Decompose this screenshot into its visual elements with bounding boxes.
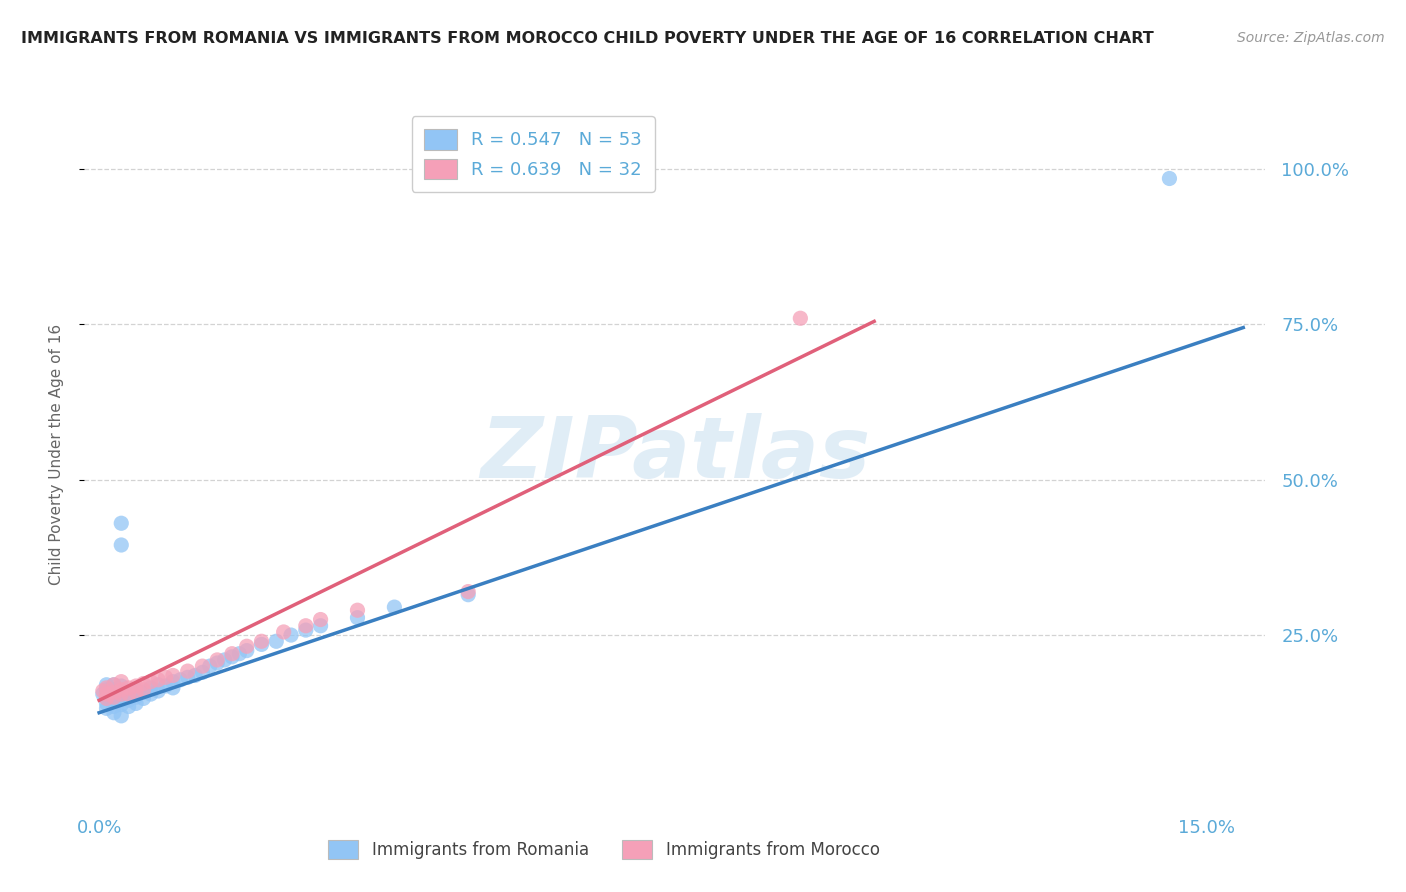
Point xyxy=(110,698,132,712)
Point xyxy=(118,681,141,695)
Point xyxy=(125,682,148,697)
Point xyxy=(110,682,132,697)
Point xyxy=(207,656,229,670)
Point xyxy=(118,699,141,714)
Point xyxy=(228,647,250,661)
Text: Source: ZipAtlas.com: Source: ZipAtlas.com xyxy=(1237,31,1385,45)
Point xyxy=(457,584,479,599)
Point xyxy=(250,637,273,651)
Point xyxy=(103,691,125,706)
Point xyxy=(280,628,302,642)
Point xyxy=(103,678,125,692)
Point xyxy=(125,690,148,705)
Point xyxy=(346,603,368,617)
Point xyxy=(236,643,259,657)
Point xyxy=(162,681,184,695)
Point xyxy=(309,619,332,633)
Point xyxy=(110,708,132,723)
Point xyxy=(103,682,125,697)
Point xyxy=(382,600,406,615)
Point xyxy=(96,682,118,697)
Point xyxy=(148,678,170,692)
Point xyxy=(110,685,132,699)
Point xyxy=(184,668,207,682)
Point xyxy=(139,687,162,701)
Point xyxy=(162,674,184,689)
Point xyxy=(132,676,155,690)
Point xyxy=(148,684,170,698)
Point xyxy=(198,659,221,673)
Point xyxy=(118,693,141,707)
Point xyxy=(221,649,243,664)
Point xyxy=(103,690,125,705)
Point xyxy=(91,687,114,701)
Point xyxy=(110,674,132,689)
Text: IMMIGRANTS FROM ROMANIA VS IMMIGRANTS FROM MOROCCO CHILD POVERTY UNDER THE AGE O: IMMIGRANTS FROM ROMANIA VS IMMIGRANTS FR… xyxy=(21,31,1154,46)
Point xyxy=(125,685,148,699)
Point xyxy=(250,634,273,648)
Point xyxy=(139,681,162,695)
Point xyxy=(110,679,132,693)
Point xyxy=(110,693,132,707)
Point xyxy=(207,653,229,667)
Point xyxy=(103,706,125,720)
Point xyxy=(132,682,155,697)
Legend: Immigrants from Romania, Immigrants from Morocco: Immigrants from Romania, Immigrants from… xyxy=(316,829,891,871)
Point xyxy=(96,687,118,701)
Point xyxy=(132,685,155,699)
Point xyxy=(1159,171,1181,186)
Point xyxy=(103,685,125,699)
Point xyxy=(236,639,259,653)
Point xyxy=(125,697,148,711)
Point xyxy=(295,619,318,633)
Point xyxy=(103,678,125,692)
Point xyxy=(309,613,332,627)
Point xyxy=(132,691,155,706)
Point xyxy=(155,670,177,684)
Point xyxy=(789,311,811,326)
Point xyxy=(221,647,243,661)
Point xyxy=(346,610,368,624)
Point xyxy=(191,665,214,680)
Point xyxy=(148,673,170,687)
Point xyxy=(125,679,148,693)
Point xyxy=(118,687,141,701)
Point xyxy=(96,691,118,706)
Point xyxy=(457,588,479,602)
Point xyxy=(177,664,200,678)
Point xyxy=(110,538,132,552)
Point xyxy=(155,679,177,693)
Point xyxy=(96,681,118,695)
Point xyxy=(177,670,200,684)
Point xyxy=(96,701,118,715)
Text: ZIPatlas: ZIPatlas xyxy=(479,413,870,497)
Point xyxy=(91,684,114,698)
Point xyxy=(214,653,236,667)
Y-axis label: Child Poverty Under the Age of 16: Child Poverty Under the Age of 16 xyxy=(49,325,63,585)
Point xyxy=(103,699,125,714)
Point xyxy=(118,687,141,701)
Point xyxy=(295,623,318,637)
Point xyxy=(139,674,162,689)
Point xyxy=(191,659,214,673)
Point xyxy=(96,697,118,711)
Point xyxy=(110,687,132,701)
Point xyxy=(273,624,295,639)
Point xyxy=(110,516,132,531)
Point xyxy=(162,668,184,682)
Point xyxy=(169,673,191,687)
Point xyxy=(96,678,118,692)
Point xyxy=(103,687,125,701)
Point xyxy=(96,691,118,706)
Point xyxy=(266,634,288,648)
